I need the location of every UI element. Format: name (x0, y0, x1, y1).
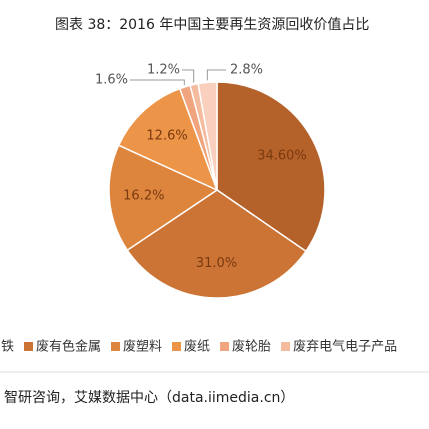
source: 智研咨询，艾媒数据中心（data.iimedia.cn） (4, 390, 294, 406)
value-label: 1.2% (147, 63, 180, 78)
value-label: 16.2% (123, 188, 164, 203)
legend-swatch (24, 342, 33, 351)
legend-swatch (111, 342, 121, 351)
legend-label: 废弃电气电子产品 (293, 339, 397, 355)
value-label: 2.8% (230, 63, 263, 78)
legend-swatch (281, 342, 291, 351)
leader-line (130, 79, 185, 85)
legend-label: 废有色金属 (36, 339, 101, 355)
pie-slice (197, 81, 218, 191)
legend-swatch (220, 342, 230, 351)
value-label: 1.6% (95, 73, 128, 88)
value-label: 34.60% (257, 148, 307, 163)
legend-label: 废轮胎 (232, 339, 271, 355)
value-label: 31.0% (196, 256, 237, 271)
legend-swatch (172, 342, 182, 351)
legend-label: 废塑料 (123, 339, 162, 355)
pie-slice (108, 144, 219, 252)
value-label: 12.6% (146, 129, 187, 144)
pie-slice (216, 81, 326, 253)
legend-label: 铁 (1, 340, 14, 355)
pie-slice (117, 87, 219, 192)
leader-line (182, 69, 195, 83)
leader-line (206, 69, 226, 81)
legend-label: 废纸 (184, 339, 210, 355)
chart-title: 图表 38：2016 年中国主要再生资源回收价值占比 (55, 17, 369, 33)
pie-slice (126, 189, 307, 299)
